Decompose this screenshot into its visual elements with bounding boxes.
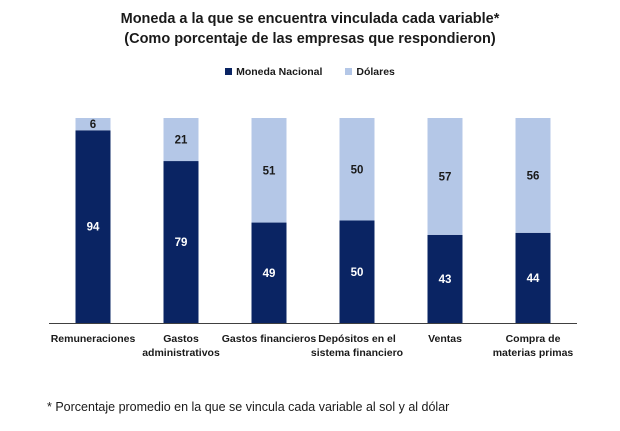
data-label: 21 (175, 135, 188, 147)
x-tick-label: Ventas (428, 333, 462, 345)
x-tick-label: Gastos (163, 333, 199, 345)
data-label: 56 (527, 170, 540, 182)
bar-segment (251, 118, 287, 223)
bar-segment (427, 234, 463, 323)
bar-segment (163, 161, 199, 323)
x-tick-label: materias primas (493, 347, 574, 359)
data-label: 50 (351, 164, 364, 176)
bar-segment (339, 118, 375, 221)
data-label: 51 (263, 165, 276, 177)
data-label: 50 (351, 267, 364, 279)
bar-segment (251, 222, 287, 323)
legend-swatch-dolares (345, 68, 353, 75)
chart-subtitle: (Como porcentaje de las empresas que res… (124, 31, 496, 47)
bar-segment (75, 118, 111, 131)
bar-segment (339, 220, 375, 323)
bar-segment (163, 118, 199, 162)
legend: Moneda Nacional Dólares (0, 66, 620, 78)
legend-label: Dólares (356, 66, 395, 78)
data-label: 44 (527, 273, 540, 285)
x-tick-label: sistema financiero (311, 347, 403, 359)
x-tick-label: administrativos (142, 347, 220, 359)
data-label: 94 (87, 222, 100, 234)
legend-swatch-moneda-nacional (225, 68, 233, 75)
legend-label: Moneda Nacional (236, 66, 323, 78)
data-label: 57 (439, 171, 452, 183)
bar-segment (515, 232, 551, 323)
data-label: 79 (175, 237, 188, 249)
bar-segment (427, 118, 463, 235)
legend-item-dolares: Dólares (345, 66, 395, 78)
legend-item-moneda-nacional: Moneda Nacional (225, 66, 322, 78)
bar-segment (515, 118, 551, 233)
x-tick-label: Remuneraciones (51, 333, 136, 345)
data-label: 6 (90, 119, 96, 131)
data-label: 49 (263, 268, 276, 280)
x-tick-label: Depósitos en el (318, 333, 396, 345)
chart-title: Moneda a la que se encuentra vinculada c… (120, 11, 500, 27)
bar-segment (75, 130, 111, 323)
footnote: * Porcentaje promedio en la que se vincu… (47, 400, 450, 414)
x-tick-label: Gastos financieros (222, 333, 317, 345)
data-label: 43 (439, 274, 452, 286)
x-tick-label: Compra de (506, 333, 561, 345)
